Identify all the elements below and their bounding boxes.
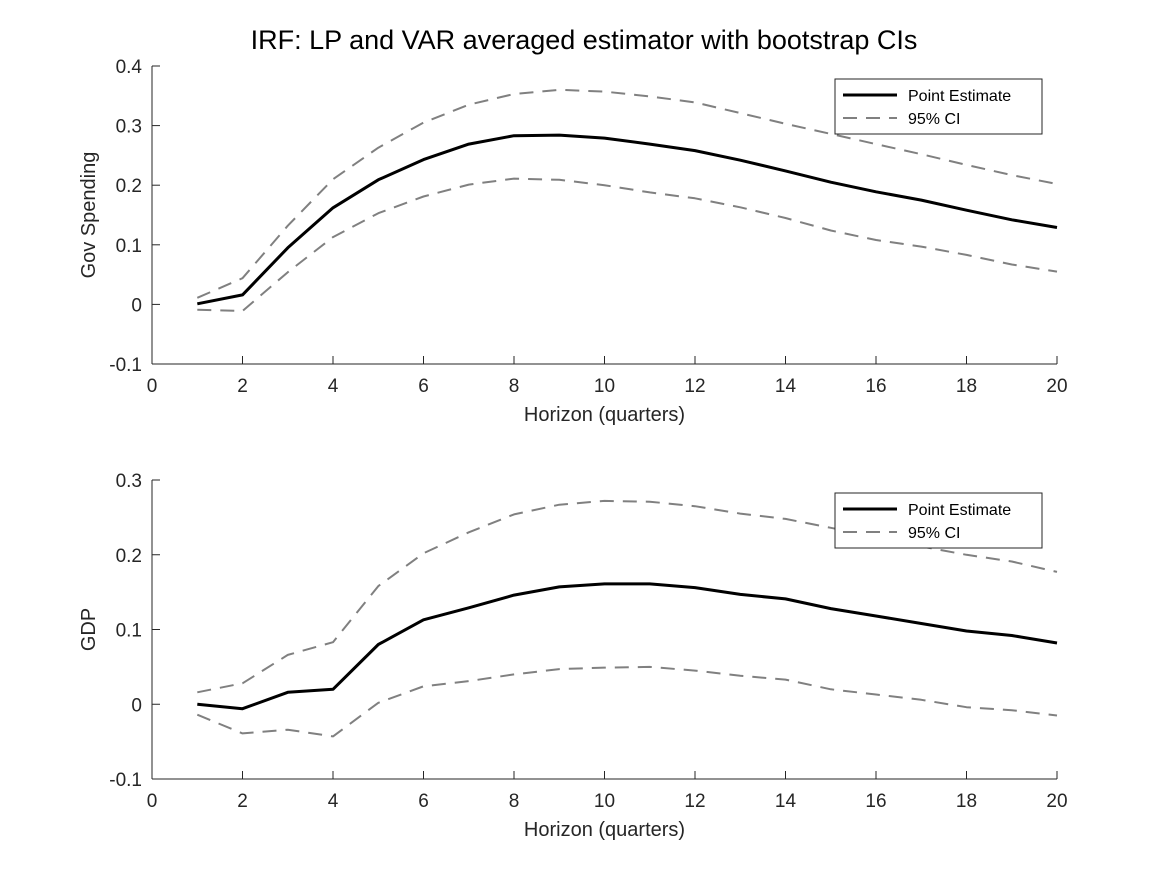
x-axis-label: Horizon (quarters)	[524, 404, 685, 426]
y-tick-label: 0.4	[116, 57, 143, 78]
y-tick-label: 0.3	[116, 471, 142, 492]
x-tick-label: 6	[418, 791, 429, 812]
x-tick-label: 10	[594, 376, 615, 397]
y-tick-label: 0.1	[116, 621, 142, 642]
y-tick-label: 0	[131, 695, 142, 716]
x-tick-label: 12	[684, 376, 705, 397]
x-tick-label: 4	[328, 791, 339, 812]
legend: Point Estimate 95% CI	[834, 492, 1043, 549]
x-tick-label: 2	[237, 791, 248, 812]
x-tick-label: 20	[1046, 376, 1067, 397]
x-tick-label: 0	[147, 376, 158, 397]
legend-label: 95% CI	[908, 525, 960, 542]
legend-label: Point Estimate	[908, 88, 1011, 105]
x-tick-label: 16	[865, 791, 886, 812]
y-axis-label: GDP	[78, 608, 100, 651]
x-tick-label: 18	[956, 376, 977, 397]
y-tick-label: 0.2	[116, 176, 142, 197]
chart-panel-1: 0 2 4 6 8 10 12 14 16 18 20-0.100.10.20.30.4Horizo…	[78, 57, 1068, 426]
x-tick-label: 8	[509, 376, 520, 397]
ci-lower-line	[196, 665, 1058, 738]
x-tick-label: 6	[418, 376, 429, 397]
y-axis-label: Gov Spending	[78, 152, 100, 279]
x-tick-label: 14	[775, 791, 797, 812]
x-tick-label: 12	[684, 791, 705, 812]
y-tick-label: -0.1	[109, 355, 142, 376]
y-tick-label: 0.3	[116, 117, 142, 138]
ci-upper-line	[196, 88, 1058, 299]
x-tick-label: 0	[147, 791, 158, 812]
y-tick-label: -0.1	[109, 770, 142, 791]
legend-label: Point Estimate	[908, 502, 1011, 519]
y-tick-label: 0	[131, 295, 142, 316]
x-tick-label: 10	[594, 791, 615, 812]
x-tick-label: 16	[865, 376, 886, 397]
figure-title: IRF: LP and VAR averaged estimator with …	[251, 25, 918, 55]
legend-box	[834, 78, 1043, 135]
ci-lower-line	[197, 177, 1058, 312]
x-tick-label: 20	[1046, 791, 1067, 812]
y-tick-label: 0.1	[116, 236, 142, 257]
x-tick-label: 4	[328, 376, 339, 397]
x-tick-label: 8	[509, 791, 520, 812]
x-tick-label: 14	[775, 376, 797, 397]
x-axis-label: Horizon (quarters)	[524, 819, 685, 841]
legend-label: 95% CI	[908, 111, 960, 128]
point-estimate-line	[197, 582, 1058, 711]
y-tick-label: 0.2	[116, 546, 142, 567]
point-estimate-line	[197, 133, 1058, 306]
ci-upper-line	[197, 499, 1058, 694]
x-tick-label: 18	[956, 791, 977, 812]
legend: Point Estimate 95% CI	[834, 78, 1043, 135]
x-tick-label: 2	[237, 376, 248, 397]
legend-box	[834, 492, 1043, 549]
